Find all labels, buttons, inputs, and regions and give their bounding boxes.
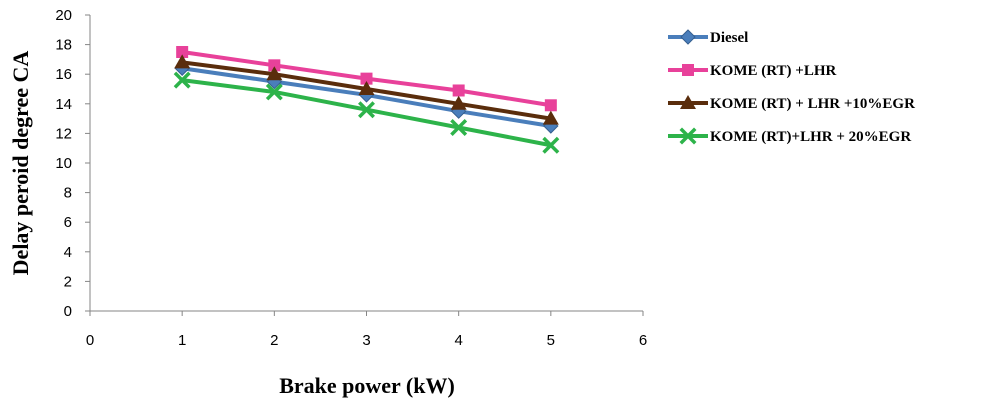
x-axis-title: Brake power (kW): [279, 373, 455, 398]
x-tick-label: 3: [362, 332, 370, 349]
legend-entry: Diesel: [668, 29, 748, 46]
data-point: [450, 95, 467, 110]
legend-entry: KOME (RT)+LHR + 20%EGR: [668, 127, 911, 145]
series-3: [174, 54, 559, 125]
series-2: [176, 46, 557, 112]
y-tick-label: 20: [55, 7, 72, 24]
x-axis: 0 1 2 3 4 5 6: [86, 310, 647, 349]
x-tick-label: 5: [547, 332, 555, 349]
x-tick-label: 1: [178, 332, 186, 349]
legend-marker: [679, 127, 697, 145]
x-tick-label: 4: [454, 332, 462, 349]
y-tick-label: 8: [64, 185, 72, 202]
legend-label: Diesel: [710, 30, 748, 46]
data-point: [360, 72, 373, 85]
y-tick-label: 10: [55, 155, 72, 172]
legend-label: KOME (RT) + LHR +10%EGR: [710, 96, 915, 112]
legend-entry: KOME (RT) + LHR +10%EGR: [668, 95, 915, 112]
legend-label: KOME (RT)+LHR + 20%EGR: [710, 129, 911, 145]
data-point: [265, 83, 283, 101]
y-tick-label: 4: [64, 244, 72, 261]
legend: Diesel KOME (RT) +LHR KOME (RT) + LHR +10%…: [668, 29, 915, 145]
data-point: [266, 66, 283, 81]
legend-marker: [680, 95, 696, 109]
x-tick-label: 2: [270, 332, 278, 349]
x-tick-label: 6: [639, 332, 647, 349]
y-tick-label: 0: [64, 303, 72, 320]
y-tick-label: 14: [55, 96, 72, 113]
data-point: [174, 54, 191, 69]
data-point: [173, 71, 191, 89]
y-axis: 0 2 4 6 8 10 12 14 16 18 20: [55, 7, 91, 320]
legend-marker: [680, 29, 696, 45]
data-point: [542, 136, 560, 154]
data-point: [452, 84, 465, 97]
data-point: [176, 46, 189, 58]
legend-entry: KOME (RT) +LHR: [668, 63, 837, 79]
x-tick-label: 0: [86, 332, 94, 349]
y-tick-label: 6: [64, 214, 72, 231]
legend-marker: [682, 64, 694, 76]
y-tick-label: 12: [55, 125, 72, 142]
y-tick-label: 18: [55, 37, 72, 54]
y-tick-label: 2: [64, 273, 72, 290]
data-point: [358, 101, 375, 119]
y-axis-title: Delay peroid degree CA: [8, 51, 33, 276]
y-tick-label: 16: [55, 66, 72, 83]
legend-label: KOME (RT) +LHR: [710, 63, 837, 79]
data-point: [450, 119, 468, 136]
data-point: [542, 110, 559, 125]
data-point: [268, 59, 281, 72]
data-point: [358, 81, 375, 95]
series-4: [173, 71, 560, 154]
plot-series: [173, 46, 560, 154]
data-point: [544, 99, 557, 112]
